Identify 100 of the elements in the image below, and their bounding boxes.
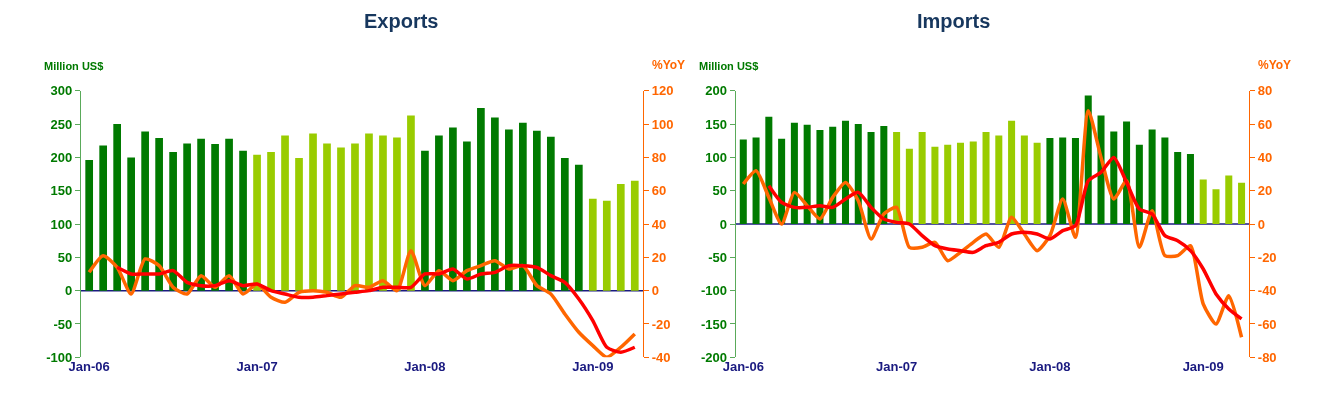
y2-tick-label: 120: [651, 83, 674, 99]
bar: [477, 108, 485, 291]
y2-tick-label: 80: [1257, 83, 1273, 99]
y-axis-title: Million US$: [44, 60, 104, 72]
y2-axis-title: %YoY: [1258, 58, 1292, 72]
bar: [969, 141, 977, 225]
bar: [574, 164, 583, 291]
bar: [982, 132, 990, 225]
bar: [790, 122, 798, 225]
bar: [533, 130, 541, 291]
bar: [351, 143, 359, 291]
bar: [239, 150, 247, 291]
bar: [323, 143, 331, 291]
y2-tick-label: 80: [651, 149, 667, 165]
y-axis-title: Million US$: [699, 60, 759, 72]
bar: [1135, 144, 1143, 225]
y-tick-label: 100: [705, 149, 728, 165]
y-tick-label: 150: [705, 116, 728, 132]
y2-tick-label: -60: [1257, 316, 1277, 332]
bar: [407, 115, 415, 291]
bar: [1174, 152, 1182, 225]
bar: [995, 135, 1003, 225]
x-tick-label: Jan-07: [236, 359, 278, 375]
chart-title: Exports: [364, 10, 439, 32]
y-tick-label: 50: [712, 183, 728, 199]
y2-tick-label: 20: [651, 249, 667, 265]
line-series: [115, 263, 637, 355]
y-tick-label: 0: [719, 216, 728, 232]
bar: [905, 148, 913, 225]
y-tick-label: -50: [708, 249, 728, 265]
y-tick-label: 200: [50, 149, 73, 165]
bar: [1008, 120, 1016, 225]
x-tick-label: Jan-08: [1029, 359, 1071, 375]
line-series: [767, 155, 1244, 321]
y2-tick-label: -20: [651, 316, 671, 332]
bar: [1020, 135, 1028, 225]
bar: [421, 150, 429, 291]
x-tick-label: Jan-09: [1182, 359, 1224, 375]
bar: [113, 124, 121, 291]
bar: [602, 200, 611, 291]
bar: [85, 160, 94, 291]
bar: [519, 122, 527, 291]
bar: [281, 135, 289, 291]
y-tick-label: 300: [50, 83, 73, 99]
y2-tick-label: 20: [1257, 183, 1273, 199]
bar: [99, 145, 108, 291]
y2-tick-label: 60: [651, 183, 667, 199]
bar: [1212, 189, 1220, 225]
x-tick-label: Jan-09: [572, 359, 614, 375]
bar: [1238, 182, 1246, 225]
y2-tick-label: -40: [651, 349, 671, 365]
bar: [546, 136, 555, 291]
bar: [197, 138, 205, 291]
bar: [944, 144, 952, 225]
x-tick-label: Jan-07: [876, 359, 918, 375]
y2-tick-label: 40: [651, 216, 667, 232]
y2-tick-label: 60: [1257, 116, 1273, 132]
y2-tick-label: 0: [1257, 216, 1266, 232]
chart-title: Imports: [917, 10, 991, 32]
bar: [1059, 137, 1067, 225]
bar: [309, 133, 317, 291]
bar: [393, 137, 401, 291]
bar: [211, 144, 219, 291]
bar: [225, 138, 233, 291]
y2-tick-label: -40: [1257, 283, 1277, 299]
bar: [893, 132, 901, 225]
bar: [505, 129, 513, 291]
bar: [1225, 175, 1233, 225]
bar: [931, 146, 939, 225]
bar: [491, 117, 499, 291]
y2-tick-label: -20: [1257, 249, 1277, 265]
bar: [435, 135, 443, 291]
bar: [253, 154, 261, 291]
y-tick-label: 100: [50, 216, 73, 232]
bar: [183, 143, 191, 291]
bar: [752, 137, 760, 225]
y-tick-label: -150: [700, 316, 728, 332]
bar: [803, 124, 811, 225]
bar: [155, 138, 163, 291]
bar: [1199, 179, 1207, 225]
bar: [127, 157, 135, 291]
y2-tick-label: 40: [1257, 149, 1273, 165]
bar: [630, 180, 639, 291]
bar: [880, 126, 888, 225]
y2-tick-label: -80: [1257, 349, 1277, 365]
bar: [918, 132, 926, 225]
bar: [1033, 142, 1041, 225]
bar: [463, 141, 471, 291]
bar: [141, 131, 149, 291]
bar: [1071, 138, 1079, 225]
bar: [449, 127, 457, 291]
y-tick-label: 200: [705, 83, 728, 99]
y2-tick-label: 100: [651, 116, 674, 132]
bar: [295, 158, 303, 291]
bar: [616, 184, 625, 291]
bar: [560, 158, 569, 291]
bar: [337, 147, 345, 291]
bar: [1046, 138, 1054, 225]
bar: [739, 139, 747, 225]
bar: [1161, 137, 1169, 225]
